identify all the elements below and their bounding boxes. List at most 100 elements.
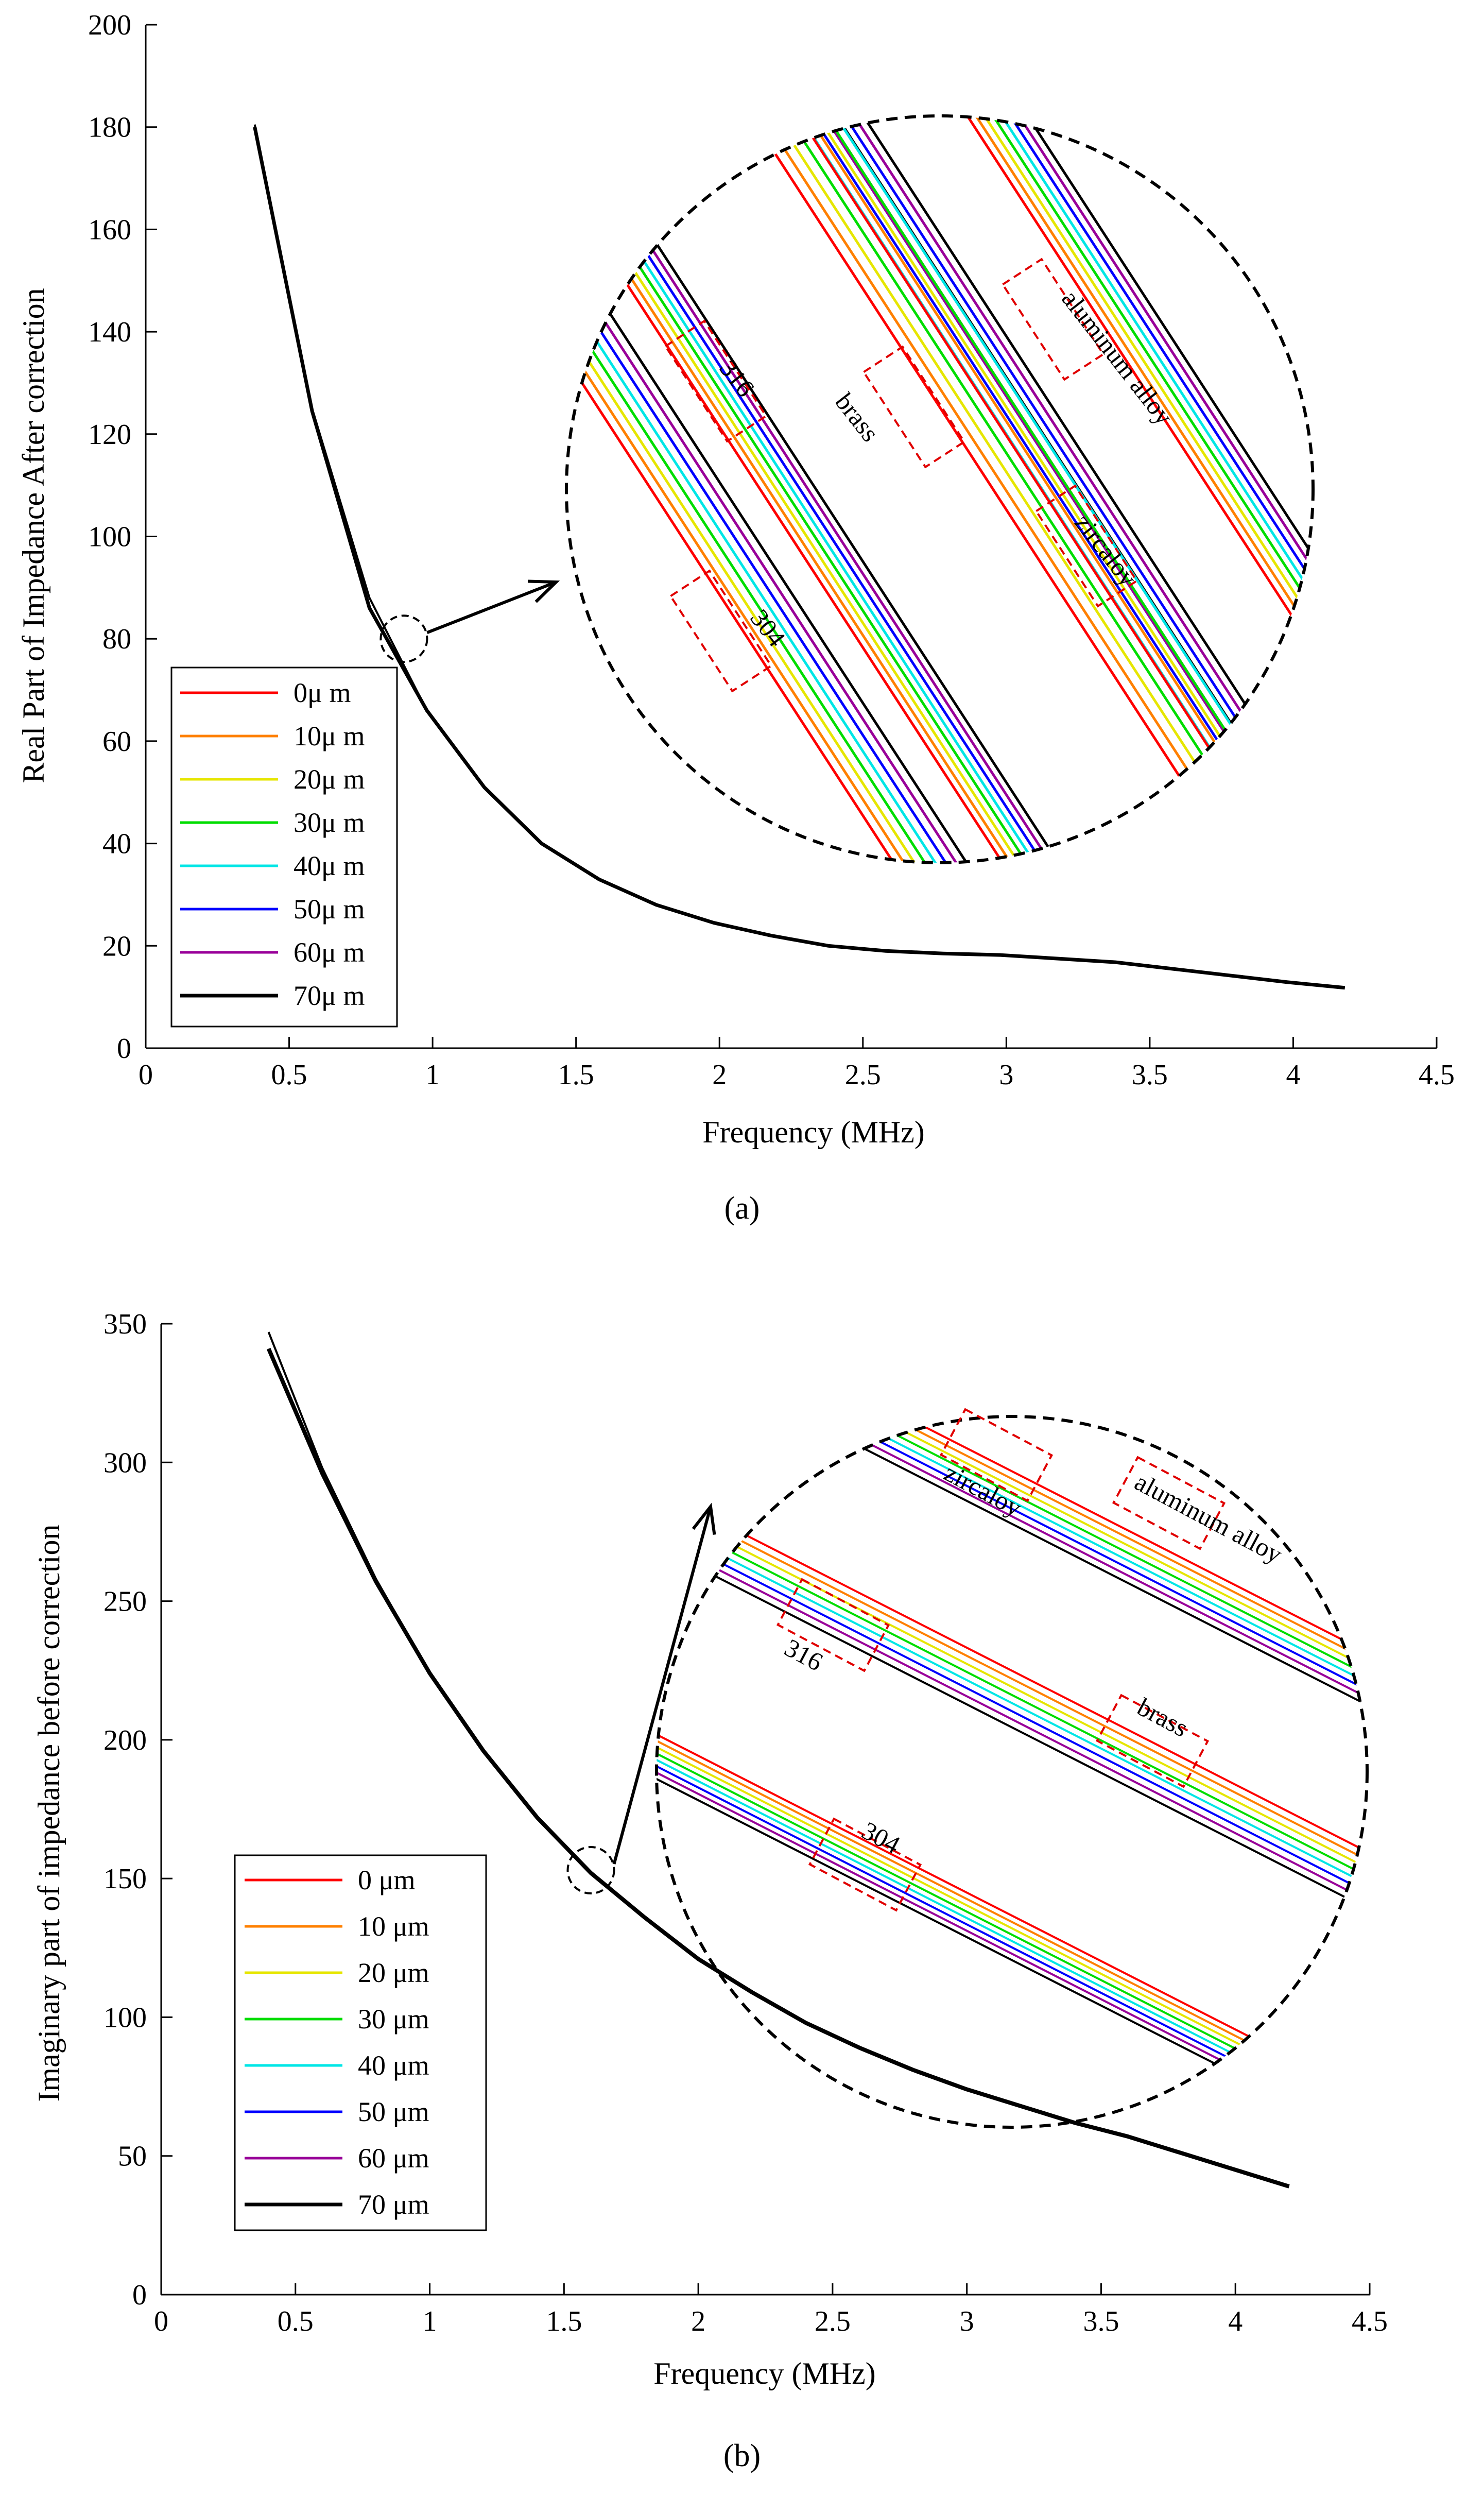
legend-label: 50 μm xyxy=(358,2096,429,2127)
inset-line xyxy=(791,116,1313,844)
legend-b: 0 μm 10 μm 20 μm 30 μm 40 μm 50 μm 60 μm 70 μm xyxy=(245,1865,429,2220)
y-tick-label: 350 xyxy=(103,1308,147,1340)
inset-line xyxy=(657,1416,1367,1952)
inset-line xyxy=(646,116,1313,863)
zoom-arrow-shaft xyxy=(426,580,557,634)
inset-line xyxy=(657,1416,1367,1805)
legend-box-a xyxy=(170,667,398,1028)
y-tick-label: 200 xyxy=(103,1724,147,1756)
legend-label: 20μ m xyxy=(294,764,365,795)
legend-label: 60 μm xyxy=(358,2143,429,2174)
inset-line xyxy=(566,158,1121,863)
zoom-marker-b xyxy=(566,1502,716,1894)
x-axis-label-b: Frequency (MHz) xyxy=(653,2356,876,2390)
inset-line xyxy=(815,116,1313,828)
y-tick-label: 180 xyxy=(88,112,131,144)
x-tick-label: 1.5 xyxy=(546,2305,582,2337)
inset-line xyxy=(657,1416,1367,1787)
inset-line xyxy=(611,116,1287,863)
inset-line xyxy=(566,162,1114,863)
inset-line xyxy=(657,1416,1367,1945)
series-line-70μm xyxy=(253,127,1345,990)
series-lines-a xyxy=(253,124,1345,990)
x-tick-label: 0 xyxy=(139,1059,153,1091)
inset-line xyxy=(620,116,1296,863)
x-tick-label: 4 xyxy=(1286,1059,1300,1091)
legend-label: 70μ m xyxy=(294,980,365,1011)
legend-label: 40 μm xyxy=(358,2050,429,2081)
inset-line xyxy=(566,152,1128,863)
x-tick-label: 4.5 xyxy=(1419,1059,1455,1091)
inset-line xyxy=(657,1416,1367,1823)
y-tick-label: 300 xyxy=(103,1447,147,1479)
series-line-70μm xyxy=(266,1347,1290,2189)
inset-line xyxy=(797,116,1313,840)
y-tick-label: 40 xyxy=(102,828,131,860)
inset-highlight-box xyxy=(1112,1456,1226,1550)
y-tick-label: 150 xyxy=(103,1863,147,1895)
zoom-marker-a xyxy=(379,579,560,663)
y-tick-label: 80 xyxy=(102,623,131,655)
inset-line xyxy=(657,1416,1367,1799)
zoom-arrow-head xyxy=(527,579,560,603)
inset-line xyxy=(773,116,1313,856)
inset-highlight-box xyxy=(939,1408,1054,1502)
legend-label: 70 μm xyxy=(358,2189,429,2220)
zoom-circle xyxy=(379,614,428,663)
inset-line xyxy=(657,1416,1367,1964)
x-tick-label: 3 xyxy=(960,2305,974,2337)
inset-line xyxy=(779,116,1313,852)
inset-line xyxy=(657,1416,1367,1939)
x-tick-label: 1.5 xyxy=(558,1059,594,1091)
legend-label: 0μ m xyxy=(294,677,351,708)
legend-box-b xyxy=(234,1854,487,2231)
inset-line xyxy=(654,116,1313,863)
x-tick-label: 4 xyxy=(1228,2305,1243,2337)
tick-labels-b: 0 0.5 1 1.5 2 2.5 3 3.5 4 4.5 0 50 100 150 200 250 300 35… xyxy=(103,1308,1388,2337)
x-tick-label: 0.5 xyxy=(271,1059,307,1091)
y-tick-label: 140 xyxy=(88,316,131,348)
inset-line xyxy=(603,116,1279,863)
legend-label: 40μ m xyxy=(294,850,365,881)
inset-line xyxy=(657,1416,1367,1971)
inset-line xyxy=(657,1416,1367,1793)
x-tick-label: 1 xyxy=(425,1059,440,1091)
inset-highlight-box xyxy=(808,1817,922,1912)
caption-a: (a) xyxy=(724,1191,760,1226)
inset-line xyxy=(657,1416,1367,1958)
y-tick-label: 200 xyxy=(88,9,131,41)
inset-line xyxy=(657,1416,1367,1817)
series-lines-b xyxy=(266,1331,1290,2189)
inset-line xyxy=(785,116,1313,848)
legend-label: 20 μm xyxy=(358,1957,429,1988)
inset-line xyxy=(809,116,1313,832)
axes-b xyxy=(160,1323,1371,2296)
zoom-circle xyxy=(566,1845,615,1894)
legend-a: 0μ m 10μ m 20μ m 30μ m 40μ m 50μ m 60μ m 70μ m xyxy=(180,677,365,1011)
x-tick-label: 1 xyxy=(423,2305,437,2337)
x-tick-label: 4.5 xyxy=(1352,2305,1388,2337)
chart-panel-b: 0 0.5 1 1.5 2 2.5 3 3.5 4 4.5 0 50 100 150 200 250 300 35… xyxy=(32,1308,1388,2473)
zoom-arrow-shaft xyxy=(612,1506,712,1865)
legend-label: 10 μm xyxy=(358,1911,429,1942)
legend-label: 10μ m xyxy=(294,721,365,751)
x-tick-label: 3.5 xyxy=(1132,1059,1168,1091)
y-axis-label-a: Real Part of Impedance After correction xyxy=(16,288,50,783)
inset-line xyxy=(629,116,1304,863)
y-tick-label: 0 xyxy=(132,2279,147,2311)
axes-a xyxy=(145,24,1438,1049)
inset-highlight-box xyxy=(669,569,773,693)
x-tick-label: 0 xyxy=(154,2305,168,2337)
x-tick-label: 0.5 xyxy=(278,2305,314,2337)
y-tick-label: 20 xyxy=(102,930,131,962)
y-tick-label: 160 xyxy=(88,214,131,246)
x-tick-label: 2.5 xyxy=(845,1059,881,1091)
tick-labels-a: 0 0.5 1 1.5 2 2.5 3 3.5 4 4.5 0 20 40 60 80 100 120 140 16… xyxy=(88,9,1455,1091)
x-tick-label: 2 xyxy=(712,1059,727,1091)
y-tick-label: 250 xyxy=(103,1586,147,1618)
inset-highlight-boxes-b xyxy=(776,1408,1226,1912)
x-tick-label: 2 xyxy=(691,2305,705,2337)
y-tick-label: 50 xyxy=(118,2141,147,2173)
legend-label: 60μ m xyxy=(294,937,365,968)
